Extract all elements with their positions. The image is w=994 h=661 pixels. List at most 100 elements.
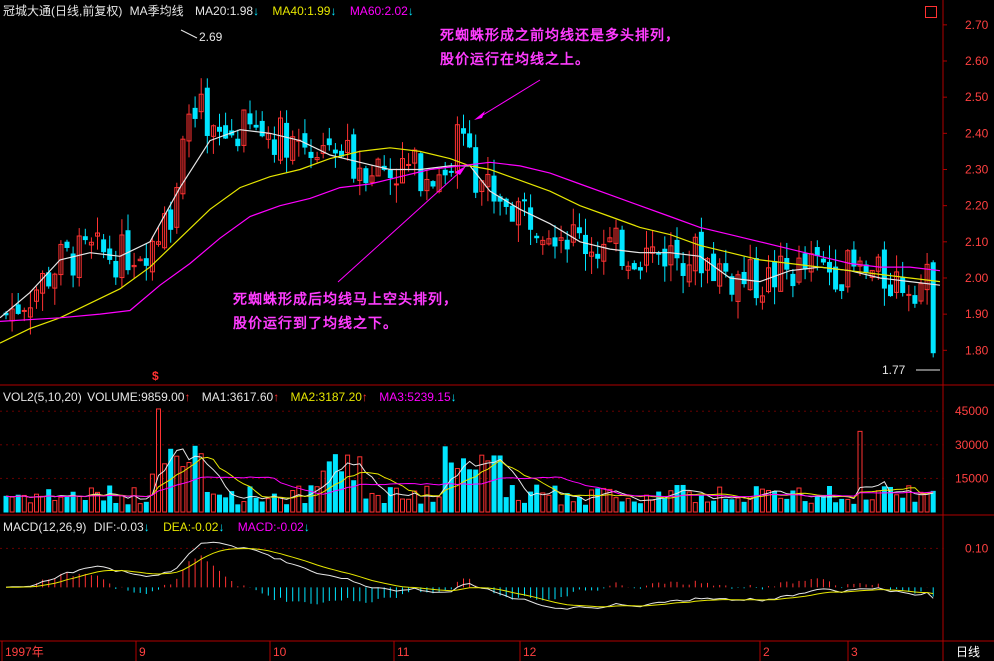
volume-bar <box>863 499 869 513</box>
annotation-arrow <box>477 79 541 119</box>
candle-body <box>308 151 314 158</box>
ma-line-ma20 <box>0 129 941 319</box>
candle-body <box>40 272 46 294</box>
volume-bar <box>875 490 881 513</box>
candle-body <box>253 124 259 128</box>
candle-body <box>692 236 698 272</box>
candle-body <box>88 241 94 246</box>
volume-bar <box>595 488 601 513</box>
dif-value: DIF:-0.03 <box>93 520 144 534</box>
candle-body <box>820 258 826 263</box>
candle-body <box>570 224 576 243</box>
candle-body <box>412 149 418 164</box>
volume-bar <box>522 502 527 513</box>
volume-bar <box>827 485 832 513</box>
volume-bar <box>820 494 826 513</box>
annotation-arrow <box>337 169 463 283</box>
candle-body <box>534 235 540 239</box>
window-restore-icon[interactable] <box>925 6 937 18</box>
down-arrow-icon: ↓ <box>330 4 337 18</box>
candle-body <box>467 133 473 148</box>
volume-bar <box>143 501 149 513</box>
candle-body <box>400 158 405 184</box>
candle-body <box>723 263 729 272</box>
volume-bar <box>223 497 229 513</box>
candle-body <box>930 262 936 354</box>
volume-bar <box>656 491 662 513</box>
macd-tick-label: 0.10 <box>965 541 989 555</box>
volume-tick-label: 30000 <box>955 438 989 452</box>
volume-bar <box>345 454 351 513</box>
period-button[interactable]: 日线 <box>956 645 981 659</box>
volume-bar <box>406 498 412 513</box>
candle-body <box>357 167 363 181</box>
candle-body <box>95 232 100 237</box>
price-tick-label: 2.20 <box>965 199 989 213</box>
volume-bar <box>540 492 546 513</box>
candle-body <box>131 264 137 268</box>
volume-bar <box>265 498 271 513</box>
volume-bar <box>9 496 15 513</box>
candle-body <box>875 256 881 272</box>
volume-bar <box>46 489 52 513</box>
volume-bar <box>3 495 9 513</box>
annotation-top-line1: 死蜘蛛形成之前均线还是多头排列， <box>440 28 680 44</box>
down-arrow-icon: ↓ <box>407 4 414 18</box>
volume-bar <box>461 458 466 513</box>
candle-body <box>369 175 375 183</box>
volume-bar <box>735 497 741 513</box>
candle-body <box>204 87 210 136</box>
candle-body <box>64 241 70 248</box>
volume-bar <box>607 488 613 513</box>
indicator-name: MA季均线 <box>129 4 184 18</box>
volume-bar <box>381 503 387 513</box>
volume-bar <box>546 494 552 513</box>
volume-bar <box>180 466 186 513</box>
volume-bar <box>900 497 906 513</box>
annotation-bottom-line1: 死蜘蛛形成后均线马上空头排列， <box>233 292 458 308</box>
volume-bar <box>296 485 302 513</box>
volume-bar <box>485 460 491 513</box>
volume-bar <box>509 485 515 513</box>
x-axis-label: 11 <box>397 645 410 659</box>
price-tick-label: 1.80 <box>965 343 989 357</box>
volume-bar <box>686 491 692 513</box>
vol-ma1-value: MA1:3617.60 <box>201 390 274 404</box>
candle-body <box>857 260 863 267</box>
volume-bar <box>644 494 649 513</box>
volume-bar <box>692 502 698 513</box>
candle-body <box>448 170 454 173</box>
down-arrow-icon: ↓ <box>450 390 457 404</box>
candle-body <box>168 209 174 230</box>
candle-body <box>278 117 283 161</box>
price-tick-label: 2.40 <box>965 126 989 140</box>
volume-bar <box>851 503 857 513</box>
volume-bar <box>662 497 668 513</box>
candle-body <box>76 235 82 279</box>
dif-line <box>5 541 934 610</box>
candle-body <box>772 261 778 288</box>
candle-body <box>271 139 277 155</box>
candle-body <box>607 237 613 243</box>
candle-body <box>186 113 192 142</box>
volume-bar <box>869 499 875 513</box>
volume-bar <box>125 504 131 513</box>
candle-body <box>747 259 753 291</box>
dea-line <box>5 548 934 608</box>
candle-body <box>619 229 625 267</box>
volume-bar <box>278 496 283 513</box>
volume-bar <box>217 494 222 513</box>
volume-bar <box>625 497 631 513</box>
volume-bar <box>766 490 771 513</box>
candle-body <box>686 264 692 283</box>
candle-body <box>210 125 216 137</box>
volume-bar <box>339 471 344 513</box>
annotation-arrowhead <box>474 111 485 120</box>
volume-indicator-name: VOL2(5,10,20) <box>3 390 82 404</box>
candle-body <box>546 238 552 245</box>
candle-body <box>802 253 808 270</box>
candle-body <box>601 243 607 262</box>
volume-bar <box>369 492 375 513</box>
volume-bar <box>174 455 180 513</box>
candle-body <box>656 252 662 255</box>
